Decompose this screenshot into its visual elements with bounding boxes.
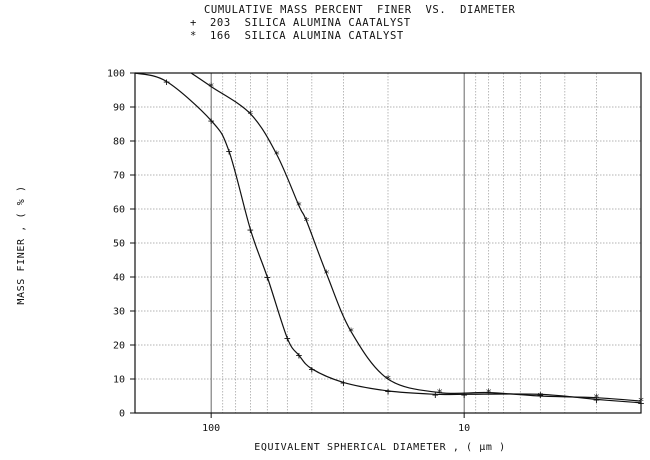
data-point-203: + bbox=[247, 223, 254, 236]
data-point-166: * bbox=[274, 149, 281, 162]
chart-title: CUMULATIVE MASS PERCENT FINER VS. DIAMET… bbox=[204, 4, 516, 16]
data-point-203: + bbox=[638, 397, 645, 410]
y-tick-label: 80 bbox=[113, 137, 125, 148]
series-line-166 bbox=[190, 72, 642, 402]
data-markers: ++++++++++ + + + + +********* * * * * bbox=[163, 76, 644, 410]
data-point-203: + bbox=[309, 363, 316, 376]
data-point-166: * bbox=[323, 268, 330, 281]
legend-symbol-star: * bbox=[190, 30, 197, 42]
x-tick-label: 10 bbox=[458, 423, 470, 434]
y-tick-label: 30 bbox=[113, 307, 125, 318]
data-curves bbox=[134, 72, 642, 404]
x-axis-label: EQUIVALENT SPHERICAL DIAMETER , ( µm ) bbox=[254, 442, 506, 453]
y-tick-label: 50 bbox=[113, 239, 125, 250]
legend-label-166: 166 SILICA ALUMINA CATALYST bbox=[210, 30, 404, 42]
data-point-166: * bbox=[593, 392, 600, 405]
data-point-166: * bbox=[247, 108, 254, 121]
data-point-203: + bbox=[461, 388, 468, 401]
data-point-166: * bbox=[208, 81, 215, 94]
data-point-203: + bbox=[208, 115, 215, 128]
data-point-203: + bbox=[264, 271, 271, 284]
legend-entry-203: +203 SILICA ALUMINA CAATALYST bbox=[190, 17, 411, 29]
data-point-203: + bbox=[385, 385, 392, 398]
y-tick-label: 20 bbox=[113, 341, 125, 352]
series-line-203 bbox=[134, 72, 642, 404]
y-axis-label: MASS FINER , ( % ) bbox=[16, 185, 27, 304]
y-tick-label: 0 bbox=[119, 409, 125, 420]
data-point-203: + bbox=[340, 376, 347, 389]
y-tick-label: 60 bbox=[113, 205, 125, 216]
y-tick-label: 100 bbox=[107, 69, 125, 80]
data-point-166: * bbox=[485, 387, 492, 400]
x-axis-ticks: 100 10 bbox=[202, 413, 470, 434]
y-tick-label: 90 bbox=[113, 103, 125, 114]
data-point-203: + bbox=[432, 388, 439, 401]
y-tick-label: 10 bbox=[113, 375, 125, 386]
data-point-166: * bbox=[296, 200, 303, 213]
legend-entry-166: * 166 SILICA ALUMINA CATALYST bbox=[190, 30, 404, 42]
legend-symbol-plus: + bbox=[190, 17, 197, 29]
data-point-203: + bbox=[284, 332, 291, 345]
x-tick-label: 100 bbox=[202, 423, 220, 434]
data-point-203: + bbox=[537, 388, 544, 401]
data-point-203: + bbox=[163, 76, 170, 89]
data-point-203: + bbox=[593, 393, 600, 406]
data-point-166: * bbox=[537, 390, 544, 403]
data-point-203: + bbox=[226, 145, 233, 158]
y-tick-label: 40 bbox=[113, 273, 125, 284]
legend-label-203: 203 SILICA ALUMINA CAATALYST bbox=[210, 17, 411, 29]
y-tick-label: 70 bbox=[113, 171, 125, 182]
data-point-166: * bbox=[303, 215, 310, 228]
data-point-166: * bbox=[385, 373, 392, 386]
data-point-166: * bbox=[436, 387, 443, 400]
data-point-166: * bbox=[638, 395, 645, 408]
data-point-203: + bbox=[296, 349, 303, 362]
data-point-166: * bbox=[348, 325, 355, 338]
